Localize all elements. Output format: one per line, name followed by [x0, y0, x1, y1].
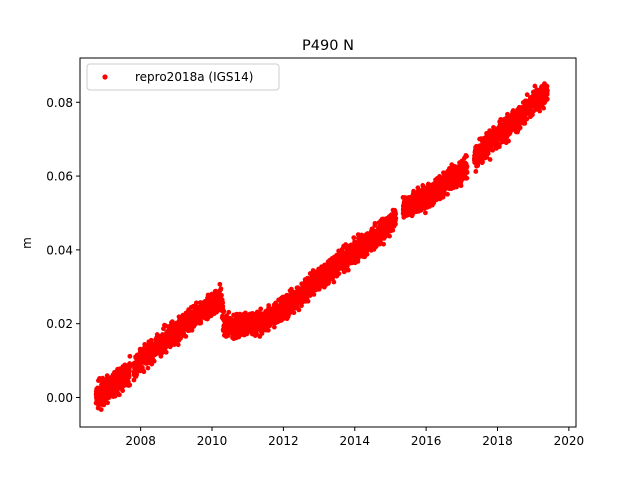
data-point	[258, 306, 264, 312]
x-tick-label: 2018	[482, 434, 513, 448]
data-point	[151, 358, 157, 364]
data-point	[291, 310, 297, 316]
data-point	[163, 349, 169, 355]
x-tick-label: 2014	[339, 434, 370, 448]
data-point	[220, 300, 226, 306]
data-point	[422, 210, 428, 216]
data-point	[217, 281, 223, 287]
data-point	[226, 309, 232, 315]
data-point	[345, 267, 351, 273]
data-point	[393, 216, 399, 221]
data-point	[544, 83, 550, 89]
data-point	[458, 183, 464, 189]
data-point	[464, 164, 470, 169]
data-point	[127, 382, 133, 388]
x-tick-label: 2008	[125, 434, 156, 448]
y-tick-label: 0.04	[46, 243, 73, 257]
data-point	[127, 369, 132, 374]
data-point	[198, 320, 204, 326]
x-tick-label: 2010	[197, 434, 228, 448]
data-point	[148, 337, 154, 343]
data-point	[473, 169, 479, 174]
x-tick-label: 2020	[554, 434, 585, 448]
data-point	[117, 392, 122, 398]
data-point	[131, 377, 137, 383]
data-point	[364, 251, 370, 257]
y-tick-label: 0.06	[46, 170, 73, 184]
data-point	[311, 292, 317, 297]
data-point	[193, 300, 199, 306]
data-point	[464, 169, 470, 175]
data-point	[101, 402, 107, 408]
data-point	[487, 157, 493, 162]
data-point	[331, 279, 337, 285]
data-points	[93, 81, 550, 412]
y-tick-label: 0.00	[46, 391, 73, 405]
data-point	[464, 175, 470, 181]
data-point	[265, 327, 271, 333]
data-point	[381, 241, 386, 247]
data-point	[393, 221, 398, 227]
data-point	[98, 407, 104, 412]
y-axis-label: m	[20, 237, 34, 249]
data-point	[219, 292, 224, 298]
x-tick-label: 2012	[268, 434, 299, 448]
data-point	[120, 388, 126, 394]
y-tick-label: 0.08	[46, 96, 73, 110]
legend-label: repro2018a (IGS14)	[135, 70, 253, 84]
data-point	[296, 307, 302, 313]
legend-marker	[102, 74, 108, 80]
data-point	[537, 108, 543, 114]
data-point	[336, 271, 342, 277]
data-point	[134, 372, 140, 377]
data-point	[464, 153, 469, 159]
data-point	[506, 138, 511, 144]
data-point	[141, 369, 147, 375]
legend: repro2018a (IGS14)	[86, 63, 280, 91]
data-point	[541, 105, 546, 111]
data-point	[254, 331, 259, 336]
data-point	[266, 303, 272, 308]
data-point	[145, 365, 151, 371]
data-point	[220, 304, 226, 309]
data-point	[221, 308, 227, 314]
data-point	[105, 400, 110, 406]
data-point	[127, 364, 133, 370]
data-point	[104, 373, 110, 379]
data-point	[305, 298, 311, 304]
data-point	[517, 125, 523, 131]
data-point	[175, 342, 181, 348]
data-point	[127, 361, 132, 366]
data-point	[390, 227, 396, 233]
data-point	[163, 323, 169, 329]
data-point	[183, 333, 189, 339]
data-point	[522, 120, 528, 126]
chart-title: P490 N	[302, 38, 354, 54]
data-point	[351, 235, 357, 241]
data-point	[299, 303, 304, 309]
data-point	[189, 327, 195, 333]
data-point	[126, 373, 132, 379]
data-point	[445, 191, 450, 197]
data-point	[218, 286, 224, 292]
data-point	[127, 353, 133, 359]
x-tick-label: 2016	[411, 434, 442, 448]
data-point	[271, 324, 277, 330]
data-point	[387, 233, 392, 239]
data-point	[544, 96, 550, 102]
y-tick-label: 0.02	[46, 317, 73, 331]
data-point	[545, 88, 550, 93]
